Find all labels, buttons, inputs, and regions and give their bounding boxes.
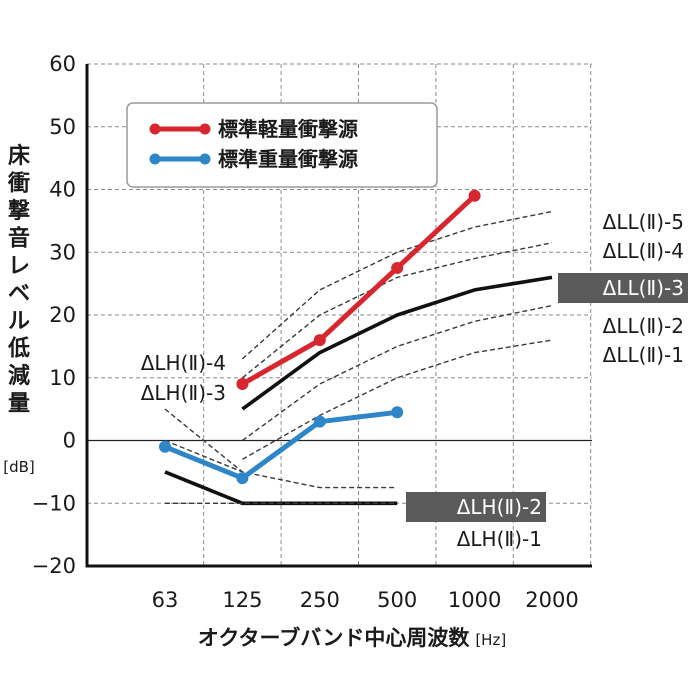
y-tick-label: −20	[32, 554, 76, 578]
y-axis-title-char: 音	[8, 226, 30, 252]
series-point	[159, 440, 171, 453]
x-tick-label: 125	[222, 588, 262, 612]
y-axis-title-char: ベ	[8, 282, 30, 307]
y-tick-label: 10	[49, 366, 76, 390]
y-tick-label: 40	[49, 178, 76, 202]
series-point	[391, 406, 404, 419]
reference-curve	[241, 275, 553, 411]
curve-label: ΔLL(Ⅱ)-5	[603, 210, 684, 234]
curve-label: ΔLH(Ⅱ)-1	[457, 527, 542, 551]
legend-swatch-dot	[199, 123, 211, 135]
x-tick-labels: 63 125 250 500 1000 2000	[152, 588, 579, 612]
series-line	[239, 193, 478, 387]
curve-label: ΔLL(Ⅱ)-1	[603, 343, 684, 367]
legend-swatch-dot	[199, 153, 211, 165]
x-tick-label: 250	[300, 588, 340, 612]
y-axis-title-char: レ	[8, 254, 30, 279]
y-axis-title-char: 減	[8, 364, 30, 389]
series-point	[313, 334, 326, 347]
x-axis-unit: [Hz]	[475, 631, 506, 649]
y-axis-title-char: ル	[8, 309, 30, 334]
curve-label: ΔLH(Ⅱ)-3	[141, 381, 226, 405]
reference-curve	[241, 210, 553, 360]
legend-box	[126, 102, 438, 188]
y-axis-title-char: 撃	[8, 199, 30, 224]
legend-swatch-dot	[149, 153, 161, 165]
legend-swatch-dot	[149, 123, 161, 135]
reference-curve	[241, 242, 553, 379]
x-tick-label: 63	[152, 588, 179, 612]
curve-label: ΔLH(Ⅱ)-2	[457, 495, 542, 519]
series-point	[313, 415, 326, 428]
y-tick-label: 60	[49, 52, 76, 76]
y-axis-unit: [dB]	[3, 458, 35, 476]
reference-curves	[164, 210, 553, 506]
curve-label: ΔLH(Ⅱ)-4	[141, 351, 226, 375]
y-tick-label: 50	[49, 115, 76, 139]
reference-curve	[164, 408, 398, 489]
curve-label: ΔLL(Ⅱ)-3	[603, 276, 684, 300]
y-axis-title-char: 床	[8, 143, 31, 169]
reference-curve	[164, 439, 243, 473]
x-tick-label: 1000	[448, 588, 501, 612]
legend-label: 標準重量衝撃源	[218, 147, 358, 171]
y-axis-title-char: 衝	[7, 172, 30, 197]
curve-label: ΔLL(Ⅱ)-4	[603, 239, 684, 263]
series-point	[391, 261, 404, 274]
data-series	[159, 189, 481, 485]
series-point	[236, 378, 249, 391]
x-axis-title-text: オクターブバンド中心周波数	[198, 626, 471, 650]
reference-curve	[241, 304, 553, 442]
series-point	[236, 472, 249, 485]
y-tick-labels: 60 50 40 30 20 10 0 −10 −20	[32, 52, 76, 578]
x-tick-label: 2000	[525, 588, 578, 612]
y-tick-label: 20	[49, 303, 76, 327]
chart-axes	[85, 64, 592, 568]
curve-label: ΔLL(Ⅱ)-2	[603, 314, 684, 338]
y-tick-label: −10	[32, 491, 76, 515]
y-axis-title-char: 量	[8, 392, 30, 417]
reference-curve	[242, 339, 553, 460]
curve-label-highlight	[406, 492, 546, 522]
x-axis-title: オクターブバンド中心周波数 [Hz]	[198, 626, 506, 650]
y-axis-title-char: 低	[7, 337, 30, 362]
y-tick-label: 30	[49, 240, 76, 264]
y-tick-label: 0	[63, 429, 76, 453]
series-line	[162, 409, 400, 481]
curve-label-highlight	[558, 273, 688, 303]
legend-label: 標準軽量衝撃源	[218, 117, 358, 141]
x-tick-label: 500	[377, 588, 417, 612]
series-point	[468, 189, 481, 202]
reference-curve-labels: ΔLL(Ⅱ)-5 ΔLL(Ⅱ)-4 ΔLL(Ⅱ)-3 ΔLL(Ⅱ)-2 ΔLL(Ⅱ)-1…	[141, 210, 688, 551]
